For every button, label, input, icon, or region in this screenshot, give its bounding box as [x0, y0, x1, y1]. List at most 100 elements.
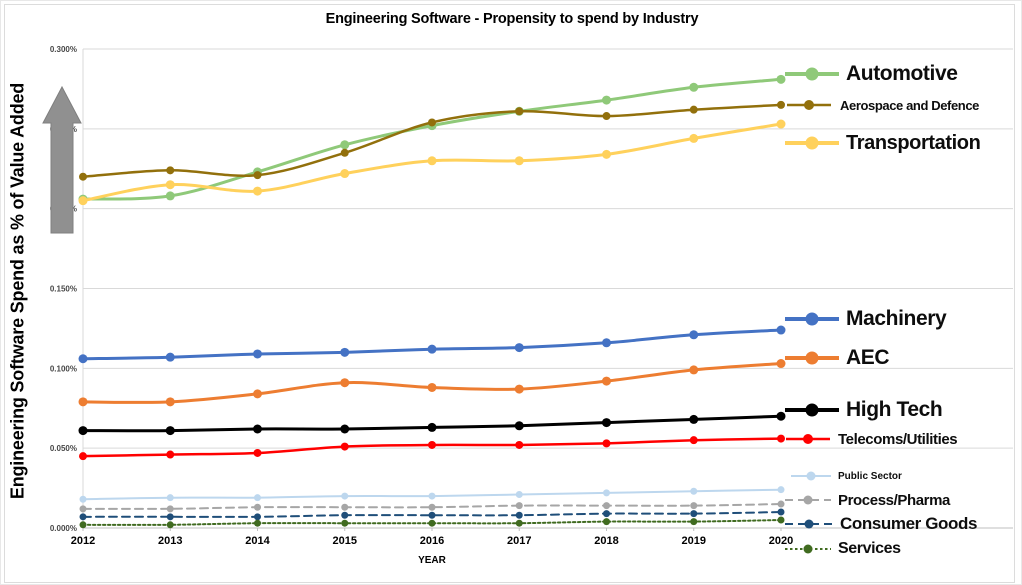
series-marker-machinery: [165, 352, 175, 362]
x-tick-label-2015: 2015: [333, 535, 357, 547]
series-marker-automotive: [602, 95, 611, 105]
x-tick-label-2016: 2016: [420, 535, 444, 547]
series-marker-consumer-goods: [428, 511, 436, 519]
series-marker-high-tech: [514, 421, 524, 431]
series-marker-automotive: [165, 191, 175, 201]
series-marker-aec: [776, 359, 786, 369]
series-marker-machinery: [78, 354, 88, 364]
series-marker-process-pharma: [254, 503, 261, 511]
series-marker-aec: [78, 397, 88, 407]
series-marker-aec: [340, 378, 350, 388]
series-marker-high-tech: [165, 426, 175, 436]
series-marker-process-pharma: [166, 505, 174, 513]
chart-frame: [4, 4, 1015, 583]
series-marker-aerospace-and-defence: [777, 100, 785, 109]
series-marker-aerospace-and-defence: [79, 172, 87, 181]
series-marker-high-tech: [427, 422, 437, 432]
series-line-process-pharma: [82, 503, 782, 510]
series-marker-process-pharma: [428, 503, 436, 511]
series-marker-transportation: [427, 156, 437, 166]
series-marker-consumer-goods: [254, 513, 261, 521]
series-marker-consumer-goods: [166, 513, 174, 521]
series-marker-process-pharma: [603, 502, 610, 510]
series-marker-aec: [689, 365, 699, 375]
series-marker-aerospace-and-defence: [166, 166, 175, 175]
series-marker-public-sector: [603, 489, 610, 497]
series-process-pharma: [79, 500, 785, 513]
chart-title: Engineering Software - Propensity to spe…: [325, 11, 699, 27]
series-marker-automotive: [776, 74, 786, 84]
series-marker-telecoms-utilities: [253, 448, 262, 457]
y-axis-title: Engineering Software Spend as % of Value…: [7, 82, 28, 500]
series-marker-aec: [602, 376, 611, 386]
series-marker-process-pharma: [777, 500, 785, 508]
series-marker-telecoms-utilities: [428, 440, 436, 449]
series-marker-high-tech: [78, 426, 88, 436]
series-marker-high-tech: [340, 424, 350, 434]
series-marker-high-tech: [776, 411, 786, 421]
series-marker-aerospace-and-defence: [253, 171, 262, 180]
x-tick-label-2019: 2019: [682, 535, 706, 547]
series-marker-transportation: [514, 156, 524, 166]
series-marker-automotive: [340, 140, 350, 150]
series-marker-aerospace-and-defence: [515, 107, 524, 116]
series-marker-consumer-goods: [777, 508, 785, 516]
series-marker-transportation: [776, 119, 786, 129]
series-marker-public-sector: [428, 492, 436, 500]
series-marker-aerospace-and-defence: [428, 118, 436, 127]
series-marker-consumer-goods: [79, 513, 87, 521]
series-marker-telecoms-utilities: [689, 436, 698, 445]
x-tick-label-2020: 2020: [769, 535, 793, 547]
y-tick-label-0.000%: 0.000%: [50, 524, 77, 533]
series-marker-consumer-goods: [341, 511, 349, 519]
series-marker-services: [428, 519, 436, 527]
series-marker-aerospace-and-defence: [340, 148, 349, 157]
series-marker-high-tech: [253, 424, 262, 434]
series-aerospace-and-defence: [79, 100, 785, 181]
series-marker-public-sector: [515, 490, 523, 498]
series-marker-transportation: [340, 169, 350, 179]
series-marker-telecoms-utilities: [515, 440, 524, 449]
series-line-consumer-goods: [82, 511, 782, 518]
series-marker-public-sector: [690, 487, 698, 495]
series-marker-transportation: [253, 186, 262, 196]
series-marker-services: [690, 518, 698, 526]
series-marker-public-sector: [341, 492, 349, 500]
series-marker-aerospace-and-defence: [602, 112, 611, 121]
series-marker-process-pharma: [341, 503, 349, 511]
y-tick-label-0.100%: 0.100%: [50, 364, 77, 373]
x-tick-label-2018: 2018: [594, 535, 618, 547]
series-marker-machinery: [689, 330, 699, 340]
series-marker-telecoms-utilities: [79, 452, 87, 461]
series-aec: [78, 359, 786, 407]
series-marker-transportation: [165, 180, 175, 190]
series-marker-public-sector: [254, 494, 261, 502]
series-services: [79, 516, 785, 529]
series-marker-telecoms-utilities: [777, 434, 785, 443]
series-public-sector: [79, 486, 785, 503]
series-marker-services: [603, 518, 610, 526]
series-marker-aec: [165, 397, 175, 407]
up-arrow-icon: [42, 85, 82, 234]
x-tick-label-2012: 2012: [71, 535, 95, 547]
series-marker-aerospace-and-defence: [689, 105, 698, 114]
series-telecoms-utilities: [79, 434, 785, 461]
series-transportation: [78, 119, 786, 206]
x-tick-label-2014: 2014: [245, 535, 270, 547]
series-marker-aec: [514, 384, 524, 394]
series-marker-telecoms-utilities: [602, 439, 611, 448]
series-marker-services: [341, 519, 349, 527]
gridlines: [83, 48, 1013, 529]
series-marker-aec: [253, 389, 262, 399]
y-tick-label-0.300%: 0.300%: [50, 45, 77, 54]
series-marker-services: [166, 521, 174, 529]
series-marker-machinery: [340, 347, 350, 357]
series-line-aec: [81, 362, 783, 404]
series-line-machinery: [81, 328, 783, 361]
series-marker-services: [515, 519, 523, 527]
series-marker-consumer-goods: [690, 510, 698, 518]
series-marker-public-sector: [166, 494, 174, 502]
series-marker-consumer-goods: [603, 510, 610, 518]
